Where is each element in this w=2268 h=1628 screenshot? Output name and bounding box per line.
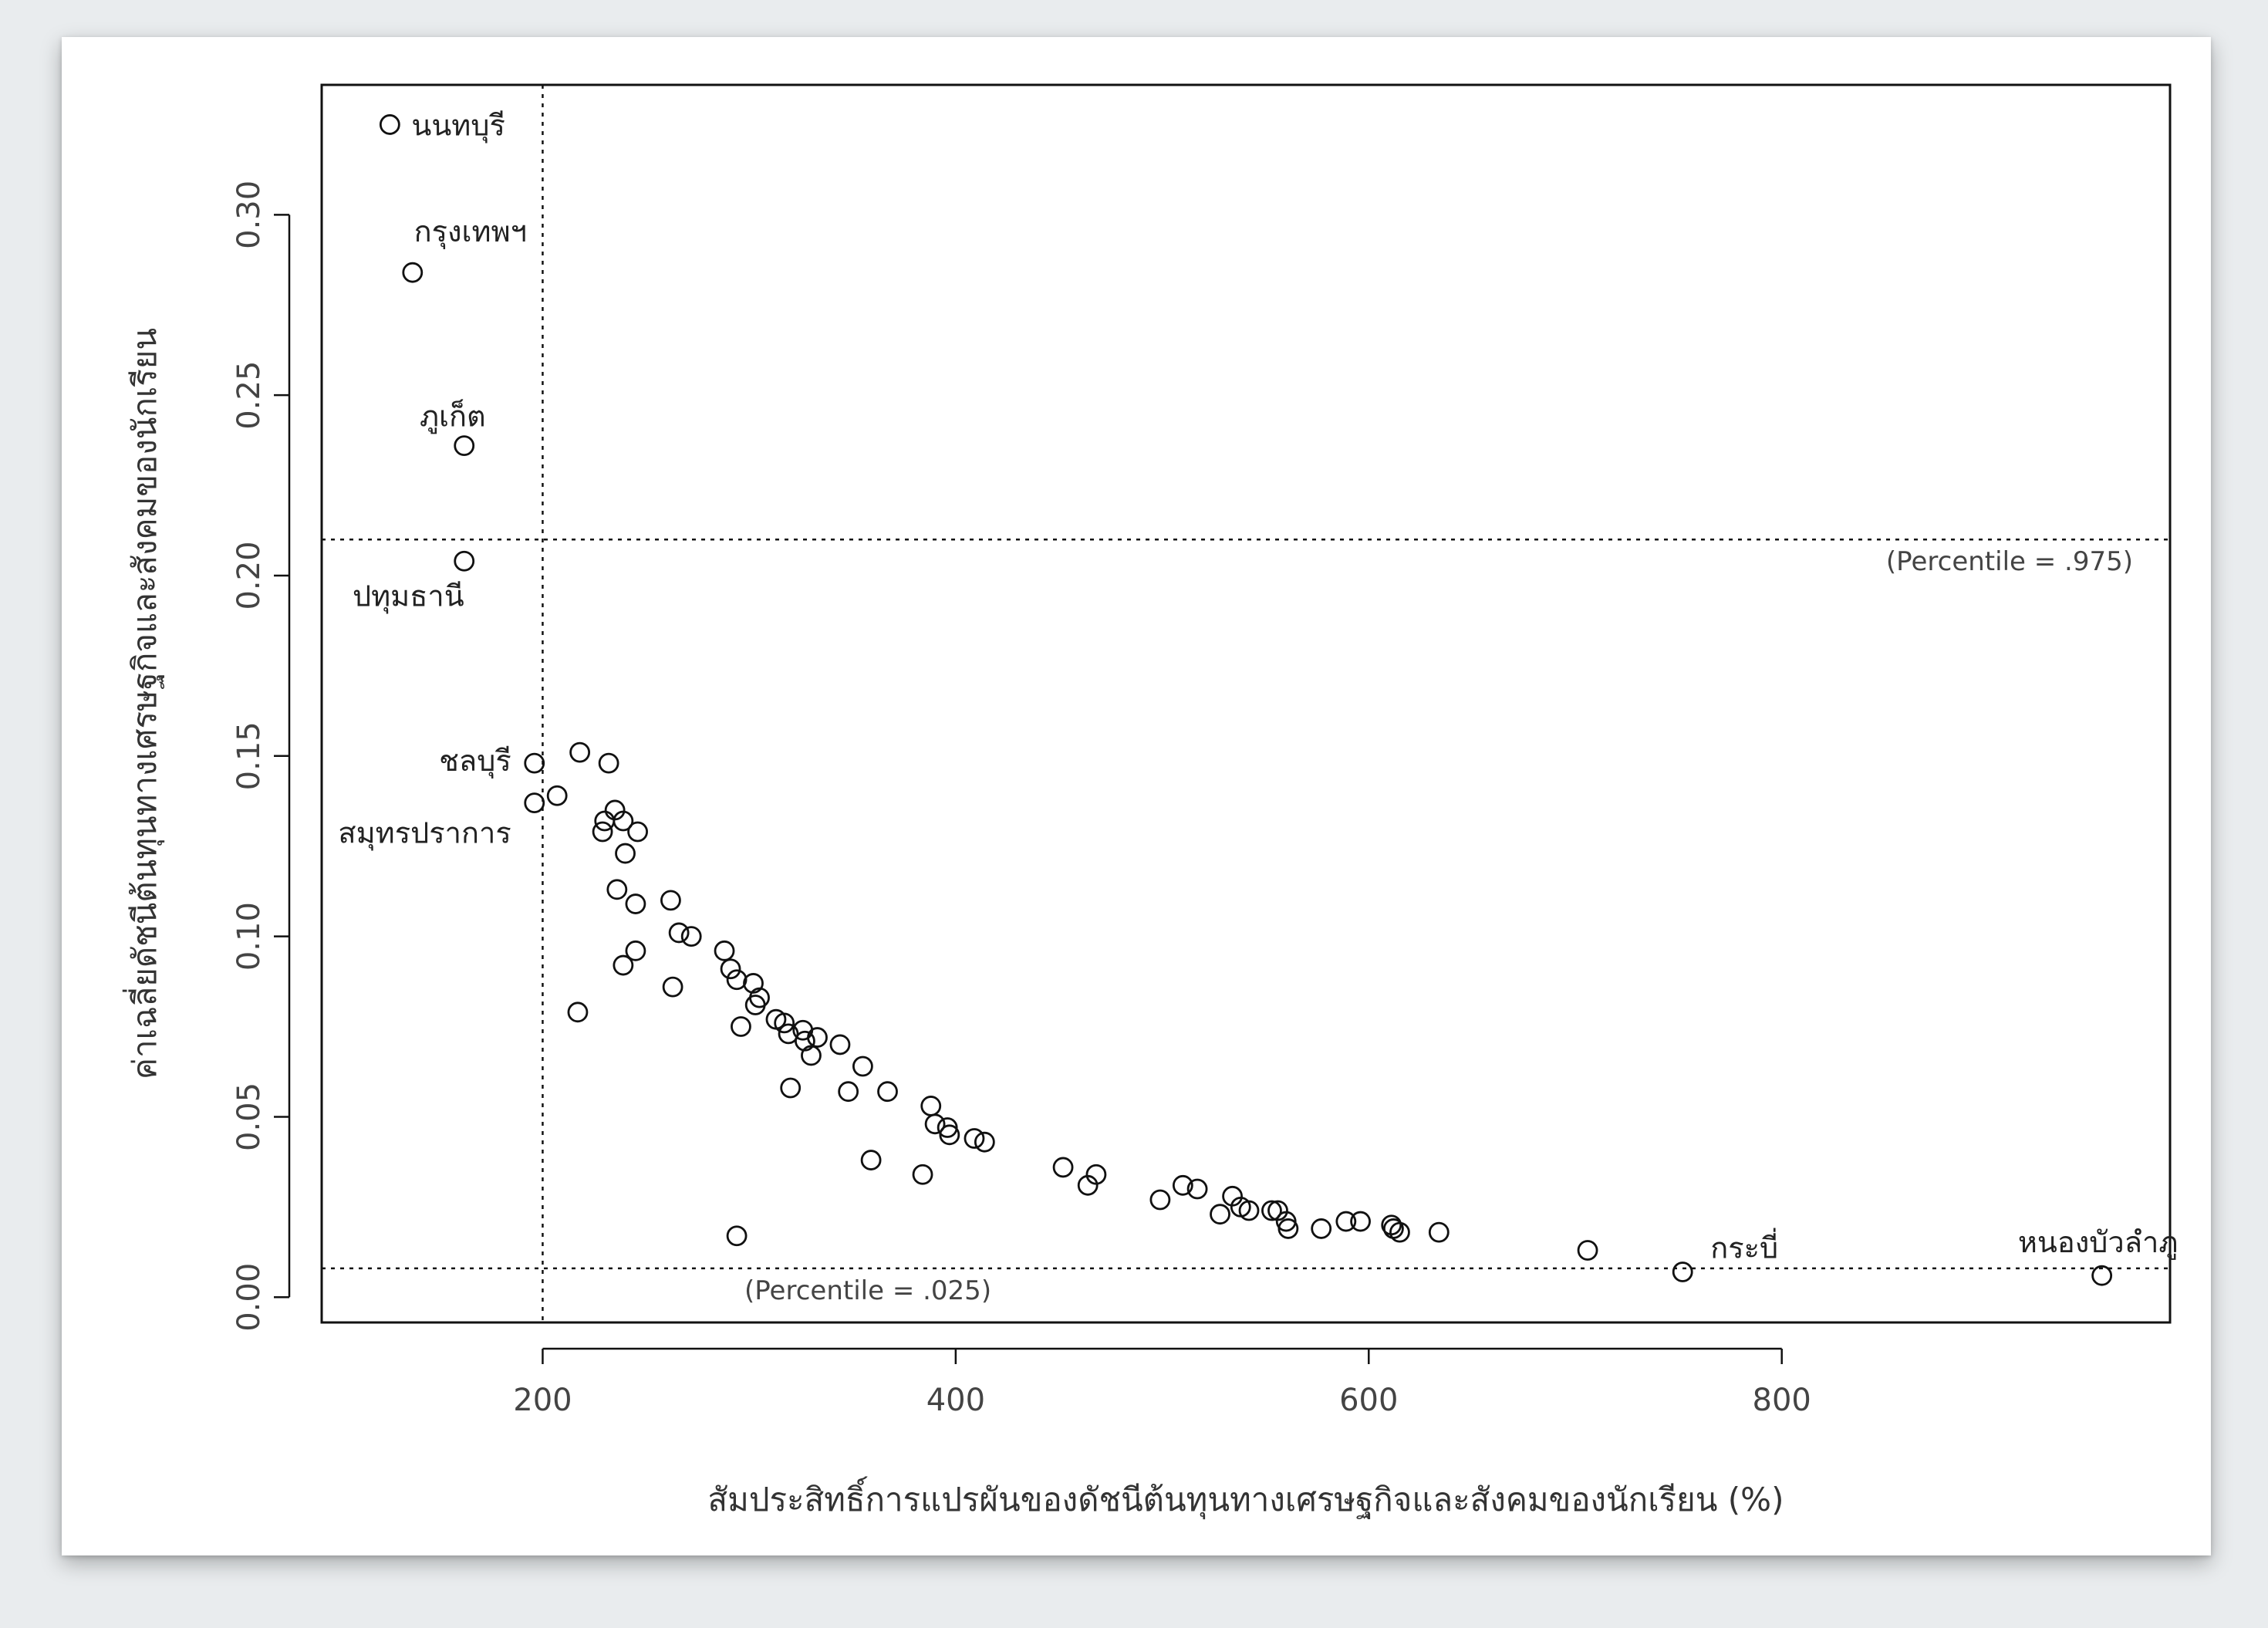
data-point [615,843,636,864]
data-points [379,114,2113,1286]
data-point [743,973,764,994]
data-point [1350,1211,1371,1232]
x-tick-label: 800 [1753,1383,1811,1418]
y-axis-title: ค่าเฉลี่ยดัชนีต้นทุนทางเศรษฐกิจและสังคมข… [123,328,165,1079]
data-point [1077,1174,1099,1196]
data-point [720,958,741,980]
y-tick-label: 0.15 [231,721,267,790]
data-point [774,1012,795,1034]
province-label: ชลบุรี [439,744,511,779]
reference-lines: (Percentile = .975) (Percentile = .025) [322,85,2170,1322]
data-point [838,1081,859,1103]
data-point [731,1016,751,1037]
data-point [1186,1178,1208,1200]
data-point [780,1077,802,1099]
data-point [1238,1200,1260,1221]
province-label: ภูเก็ต [420,399,486,434]
data-point [592,821,613,843]
data-point [625,940,646,961]
plot-frame-group [320,83,2172,1324]
province-label: สมุทรปราการ [338,816,511,851]
data-point [924,1113,946,1135]
data-point [1389,1221,1410,1243]
province-label: นนทบุรี [411,108,505,143]
data-point [1428,1221,1450,1243]
data-point [974,1131,995,1153]
data-point [627,821,648,843]
data-point [807,1027,828,1048]
data-point [662,976,683,998]
data-point [379,114,400,135]
data-point [625,893,646,914]
province-label: ปทุมธานี [353,579,464,613]
data-point [852,1055,873,1077]
data-point [877,1081,898,1103]
province-label: กรุงเทพฯ [414,214,527,249]
point-labels: นนทบุรีกรุงเทพฯภูเก็ตปทุมธานีชลบุรีสมุทร… [338,108,2178,1265]
x-axis: 200 400 600 800 [513,1347,1811,1418]
data-point [964,1128,985,1149]
data-point [680,926,702,947]
scatter-chart: (Percentile = .975) (Percentile = .025) 0… [123,83,2178,1520]
y-tick-label: 0.20 [231,541,267,610]
data-point [1577,1240,1598,1261]
data-point [795,1030,815,1052]
data-point [1172,1174,1193,1196]
data-point [454,550,475,572]
data-point [524,792,545,814]
data-point [1149,1189,1171,1211]
data-point [726,1225,748,1247]
data-point [912,1164,933,1185]
plot-frame [320,83,2172,1324]
data-point [1672,1262,1693,1282]
y-tick-label: 0.05 [231,1083,267,1151]
data-point [402,262,424,283]
data-point [613,810,634,832]
figure-card: (Percentile = .975) (Percentile = .025) 0… [62,37,2211,1555]
data-point [829,1034,851,1055]
data-point [2091,1265,2113,1286]
x-tick-label: 400 [926,1383,985,1418]
data-point [801,1045,822,1066]
percentile-label: (Percentile = .975) [1886,546,2133,577]
data-point [598,752,619,774]
data-point [714,940,735,961]
data-point [749,987,770,1008]
y-tick-label: 0.30 [231,181,267,249]
data-point [454,435,475,457]
data-point [860,1150,882,1170]
data-point [1335,1211,1357,1232]
x-tick-label: 200 [513,1383,572,1418]
y-tick-label: 0.10 [231,902,267,971]
data-point [920,1096,942,1116]
data-point [567,1001,589,1023]
data-point [1277,1218,1299,1239]
data-point [1052,1157,1074,1178]
data-point [939,1124,960,1146]
percentile-label: (Percentile = .025) [744,1275,991,1306]
data-point [668,922,690,944]
data-point [613,954,634,976]
data-point [569,741,591,763]
data-point [524,752,545,774]
y-tick-label: 0.25 [231,361,267,430]
data-point [726,969,748,991]
data-point [660,890,681,911]
province-label: กระบี่ [1710,1228,1778,1265]
data-point [1311,1218,1332,1239]
x-axis-title: สัมประสิทธิ์การแปรผันของดัชนีต้นทุนทางเศ… [708,1476,1784,1520]
y-tick-label: 0.00 [231,1263,267,1332]
data-point [606,879,628,900]
data-point [1210,1204,1230,1225]
province-label: หนองบัวลำภู [2018,1225,2179,1260]
data-point [546,785,568,806]
data-point [1261,1200,1282,1221]
x-tick-label: 600 [1339,1383,1398,1418]
y-axis: 0.00 0.05 0.10 0.15 0.20 0.25 0.30 [231,181,291,1332]
